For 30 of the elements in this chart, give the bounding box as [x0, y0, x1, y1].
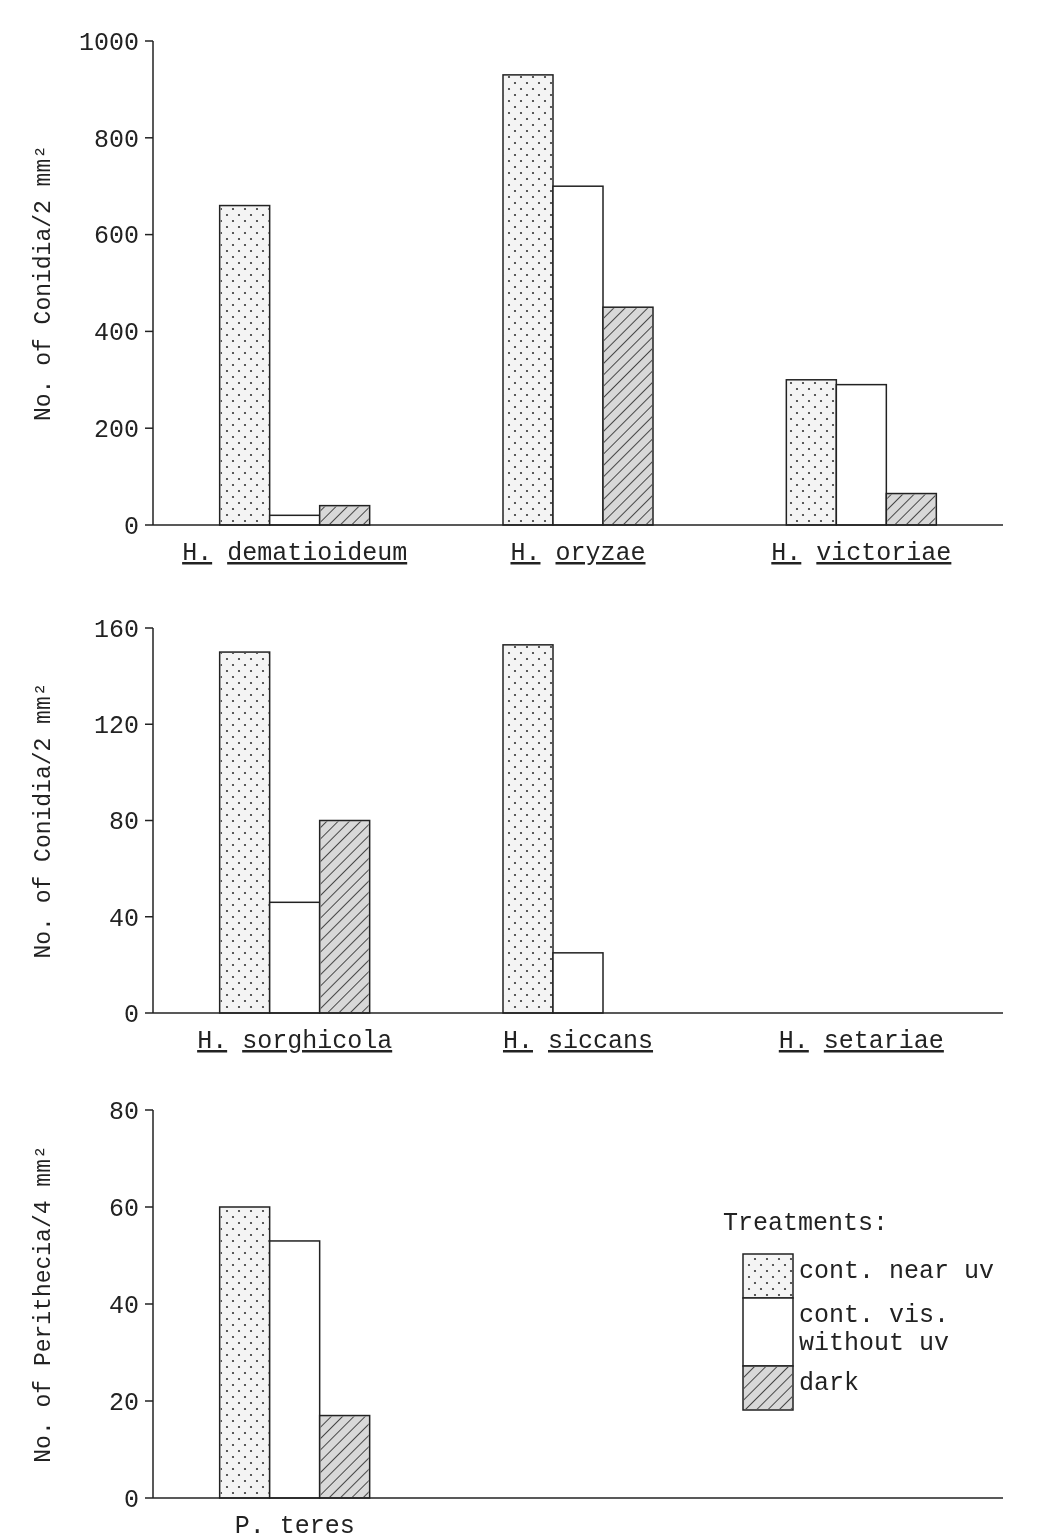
y-tick-label: 0	[123, 1000, 139, 1030]
y-axis-title: No. of Perithecia/4 mm²	[31, 1145, 57, 1463]
legend-title: Treatments:	[723, 1209, 889, 1238]
y-tick-label: 160	[93, 615, 139, 645]
y-tick-label: 120	[93, 712, 139, 741]
y-tick-label: 1000	[78, 28, 139, 58]
y-tick-label: 60	[108, 1194, 139, 1224]
text: cont. vis. without uv	[799, 1301, 950, 1358]
y-axis-title: No. of Conidia/2 mm²	[31, 682, 57, 959]
y-axis-title: No. of Conidia/2 mm²	[31, 144, 57, 422]
x-tick-label: H. sorghicola	[197, 1027, 393, 1056]
x-tick-label: H. setariae	[778, 1027, 944, 1056]
y-tick-label: 800	[93, 125, 139, 155]
x-tick-label: H. victoriae	[771, 539, 952, 568]
x-tick-label: P. teres	[234, 1512, 355, 1535]
y-tick-label: 40	[108, 904, 139, 934]
legend-label: cont. near uv	[799, 1257, 995, 1286]
y-tick-label: 40	[108, 1291, 139, 1321]
y-tick-label: 0	[123, 512, 139, 542]
y-tick-label: 80	[108, 1097, 139, 1127]
y-tick-label: 200	[93, 415, 139, 445]
y-tick-label: 20	[108, 1388, 139, 1418]
x-tick-label: H. dematioideum	[182, 539, 408, 568]
y-tick-label: 0	[123, 1485, 139, 1515]
x-tick-label: H. siccans	[502, 1027, 654, 1056]
y-tick-label: 400	[93, 319, 139, 349]
y-tick-label: 600	[93, 222, 139, 252]
y-tick-label: 80	[108, 808, 139, 838]
legend-label: dark	[799, 1369, 860, 1398]
x-tick-label: H. oryzae	[510, 539, 646, 568]
